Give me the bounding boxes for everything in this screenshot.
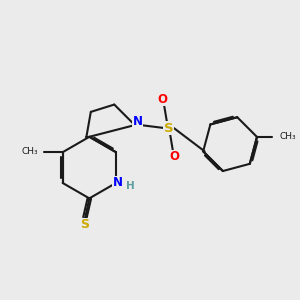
Text: CH₃: CH₃ bbox=[22, 147, 38, 156]
Text: N: N bbox=[112, 176, 122, 190]
Text: CH₃: CH₃ bbox=[280, 132, 296, 141]
Text: S: S bbox=[164, 122, 173, 134]
Text: O: O bbox=[158, 93, 168, 106]
Text: H: H bbox=[126, 181, 134, 191]
Text: N: N bbox=[133, 115, 143, 128]
Text: O: O bbox=[169, 150, 179, 163]
Text: S: S bbox=[80, 218, 89, 231]
